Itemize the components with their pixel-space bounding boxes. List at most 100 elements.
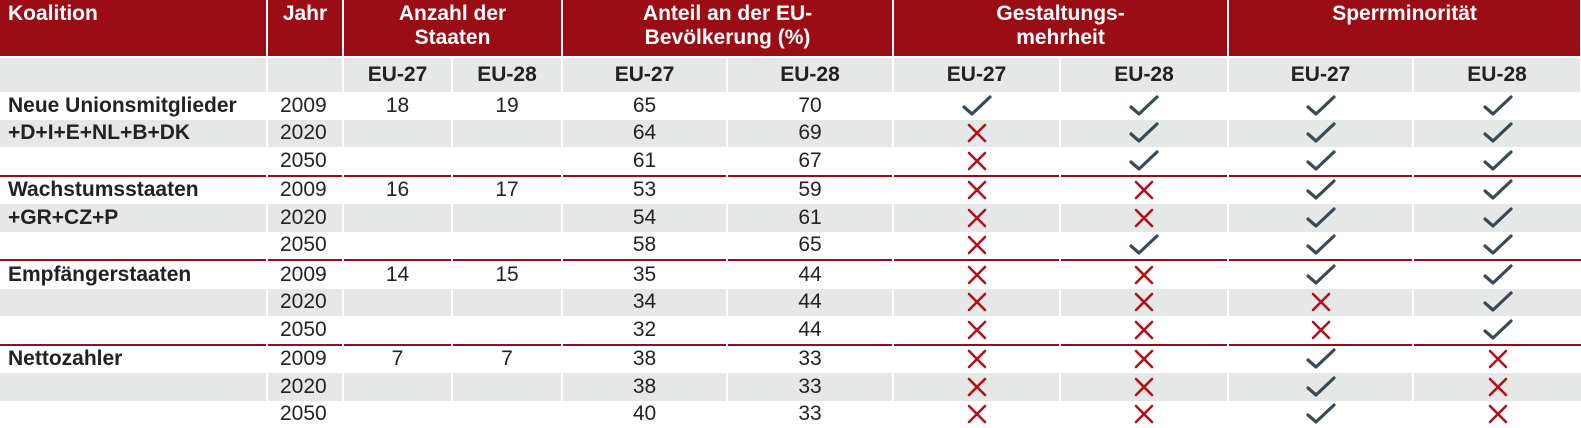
row-anteil-eu27: 35 bbox=[562, 260, 727, 289]
check-icon bbox=[1413, 232, 1581, 261]
row-anzahl-eu28 bbox=[452, 120, 562, 148]
row-jahr: 2020 bbox=[267, 289, 343, 317]
row-anteil-eu27: 65 bbox=[562, 92, 727, 120]
cross-icon bbox=[893, 260, 1060, 289]
row-anzahl-eu28 bbox=[452, 232, 562, 261]
row-koalition: Empfängerstaaten bbox=[0, 260, 267, 289]
check-icon bbox=[893, 92, 1060, 120]
row-anzahl-eu27: 7 bbox=[343, 345, 452, 374]
cross-icon bbox=[1060, 373, 1228, 401]
check-icon bbox=[1060, 232, 1228, 261]
subheader-eu28: EU-28 bbox=[727, 57, 893, 92]
row-anteil-eu27: 38 bbox=[562, 345, 727, 374]
row-anzahl-eu27 bbox=[343, 401, 452, 428]
row-anzahl-eu28 bbox=[452, 289, 562, 317]
row-koalition: Neue Unionsmitglieder bbox=[0, 92, 267, 120]
row-anteil-eu27: 54 bbox=[562, 204, 727, 232]
row-anzahl-eu27: 14 bbox=[343, 260, 452, 289]
cross-icon bbox=[893, 345, 1060, 374]
check-icon bbox=[1060, 147, 1228, 176]
row-jahr: 2020 bbox=[267, 120, 343, 148]
check-icon bbox=[1228, 345, 1413, 374]
check-icon bbox=[1413, 316, 1581, 345]
header-row: Koalition Jahr Anzahl der Staaten Anteil… bbox=[0, 0, 1581, 57]
row-anteil-eu27: 38 bbox=[562, 373, 727, 401]
row-anteil-eu27: 32 bbox=[562, 316, 727, 345]
cross-icon bbox=[893, 289, 1060, 317]
row-anzahl-eu28: 7 bbox=[452, 345, 562, 374]
row-anteil-eu28: 67 bbox=[727, 147, 893, 176]
row-koalition: Nettozahler bbox=[0, 345, 267, 374]
row-jahr: 2009 bbox=[267, 176, 343, 205]
row-jahr: 2050 bbox=[267, 401, 343, 428]
subheader-eu27: EU-27 bbox=[343, 57, 452, 92]
subheader-eu28: EU-28 bbox=[452, 57, 562, 92]
check-icon bbox=[1228, 401, 1413, 428]
row-koalition bbox=[0, 316, 267, 345]
cross-icon bbox=[1060, 204, 1228, 232]
row-anzahl-eu28 bbox=[452, 204, 562, 232]
row-koalition bbox=[0, 373, 267, 401]
row-anteil-eu27: 53 bbox=[562, 176, 727, 205]
check-icon bbox=[1228, 260, 1413, 289]
cross-icon bbox=[1228, 316, 1413, 345]
row-koalition: +D+I+E+NL+B+DK bbox=[0, 120, 267, 148]
row-anzahl-eu27: 16 bbox=[343, 176, 452, 205]
row-jahr: 2020 bbox=[267, 373, 343, 401]
subheader-eu27: EU-27 bbox=[1228, 57, 1413, 92]
check-icon bbox=[1413, 120, 1581, 148]
header-jahr: Jahr bbox=[267, 0, 343, 57]
check-icon bbox=[1413, 204, 1581, 232]
header-koalition: Koalition bbox=[0, 0, 267, 57]
cross-icon bbox=[1413, 373, 1581, 401]
row-jahr: 2020 bbox=[267, 204, 343, 232]
cross-icon bbox=[893, 373, 1060, 401]
cross-icon bbox=[1060, 260, 1228, 289]
subheader-eu28: EU-28 bbox=[1413, 57, 1581, 92]
cross-icon bbox=[1060, 176, 1228, 205]
row-jahr: 2050 bbox=[267, 147, 343, 176]
row-anzahl-eu28 bbox=[452, 147, 562, 176]
row-koalition bbox=[0, 289, 267, 317]
row-anzahl-eu27 bbox=[343, 232, 452, 261]
row-anteil-eu27: 34 bbox=[562, 289, 727, 317]
row-jahr: 2050 bbox=[267, 232, 343, 261]
row-anteil-eu27: 61 bbox=[562, 147, 727, 176]
header-anteil: Anteil an der EU-Bevölkerung (%) bbox=[562, 0, 893, 57]
row-anteil-eu28: 33 bbox=[727, 345, 893, 374]
row-jahr: 2050 bbox=[267, 316, 343, 345]
subheader-eu27: EU-27 bbox=[562, 57, 727, 92]
subheader-row: EU-27 EU-28 EU-27 EU-28 EU-27 EU-28 EU-2… bbox=[0, 57, 1581, 92]
cross-icon bbox=[893, 176, 1060, 205]
cross-icon bbox=[1060, 316, 1228, 345]
check-icon bbox=[1228, 232, 1413, 261]
row-anteil-eu28: 44 bbox=[727, 289, 893, 317]
cross-icon bbox=[893, 316, 1060, 345]
check-icon bbox=[1413, 92, 1581, 120]
row-anteil-eu27: 40 bbox=[562, 401, 727, 428]
subheader-empty bbox=[267, 57, 343, 92]
row-jahr: 2009 bbox=[267, 260, 343, 289]
check-icon bbox=[1413, 176, 1581, 205]
subheader-eu27: EU-27 bbox=[893, 57, 1060, 92]
row-anteil-eu28: 61 bbox=[727, 204, 893, 232]
row-anzahl-eu27 bbox=[343, 289, 452, 317]
check-icon bbox=[1228, 92, 1413, 120]
cross-icon bbox=[1228, 289, 1413, 317]
row-koalition bbox=[0, 232, 267, 261]
cross-icon bbox=[893, 401, 1060, 428]
row-anzahl-eu28 bbox=[452, 401, 562, 428]
row-anzahl-eu27 bbox=[343, 147, 452, 176]
header-sperr: Sperrminorität bbox=[1228, 0, 1581, 57]
row-anzahl-eu28: 19 bbox=[452, 92, 562, 120]
